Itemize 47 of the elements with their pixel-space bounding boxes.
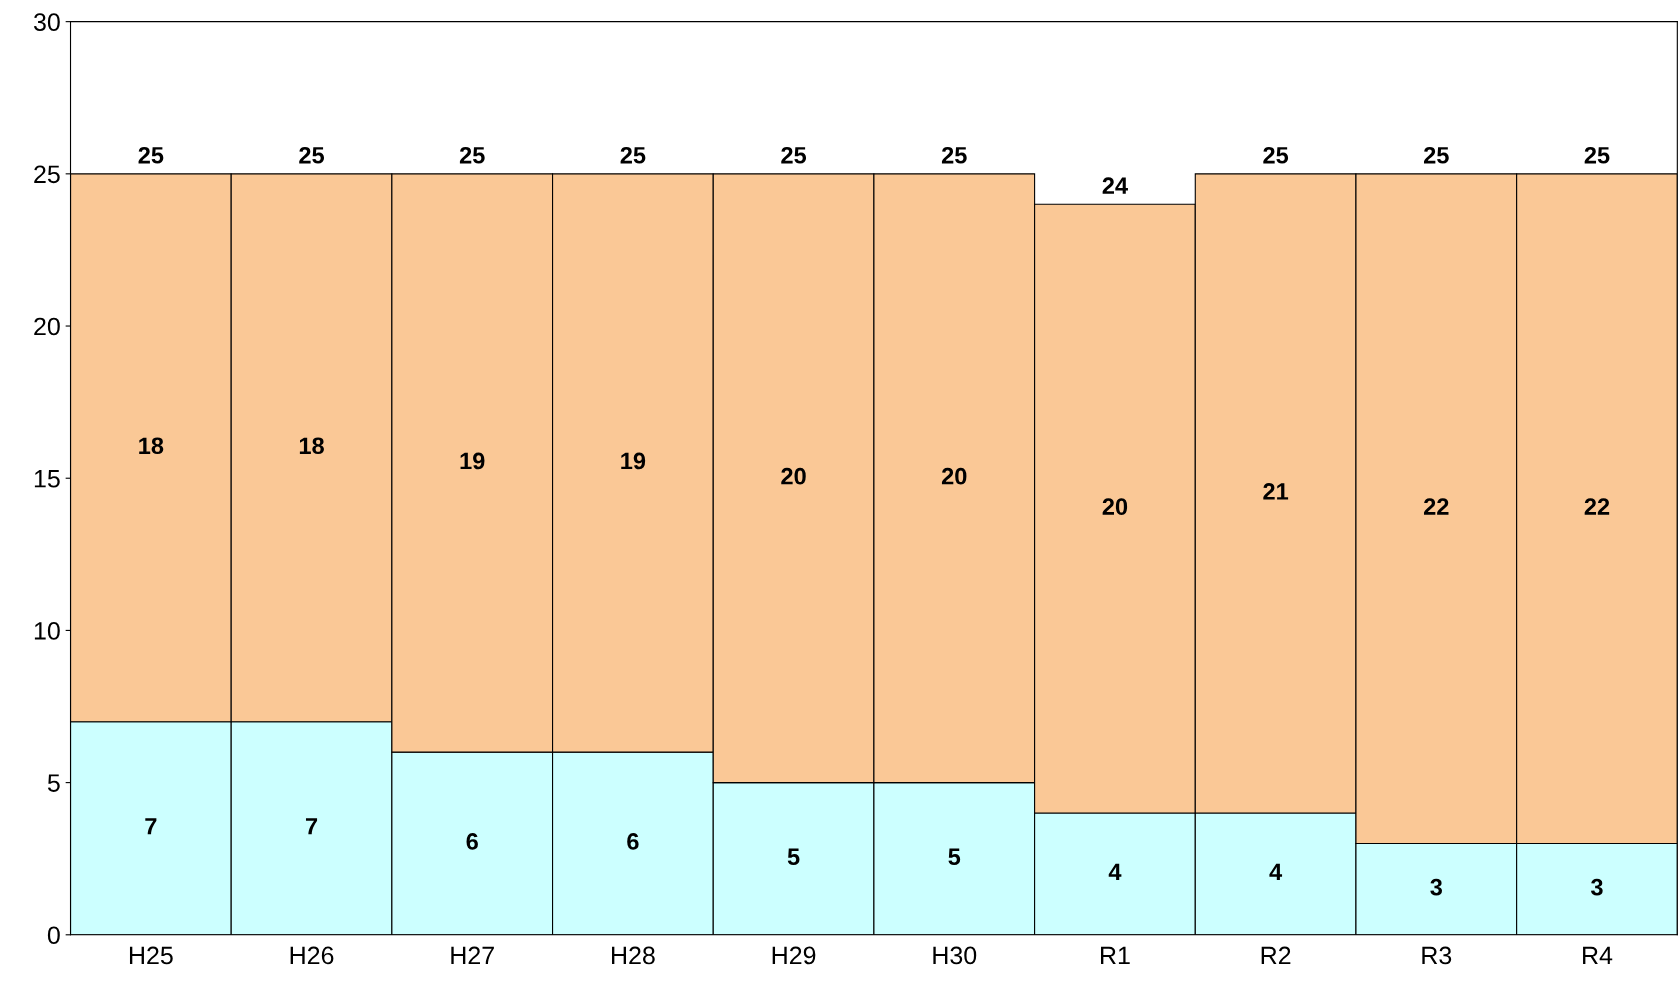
y-tick-label: 25 xyxy=(34,165,60,184)
total-label: 25 xyxy=(781,146,807,164)
x-tick-label: H30 xyxy=(933,946,977,965)
data-label: 18 xyxy=(299,437,324,455)
y-tick-label: 15 xyxy=(34,470,60,488)
x-tick-label: R4 xyxy=(1583,946,1613,965)
x-tick-label: R2 xyxy=(1261,946,1291,965)
x-tick-label: H28 xyxy=(612,946,655,965)
total-label: 25 xyxy=(620,146,646,164)
total-label: 25 xyxy=(459,146,485,164)
data-label: 19 xyxy=(460,452,485,470)
x-tick-label: H25 xyxy=(129,946,173,965)
y-tick-label: 5 xyxy=(47,774,60,792)
total-label: 25 xyxy=(1584,146,1610,164)
data-label: 20 xyxy=(781,467,806,485)
data-label: 18 xyxy=(139,437,164,455)
data-label: 7 xyxy=(305,818,318,835)
data-label: 5 xyxy=(948,848,961,866)
data-label: 22 xyxy=(1423,498,1449,515)
data-label: 21 xyxy=(1263,483,1289,500)
data-label: 3 xyxy=(1430,878,1443,896)
y-tick-label: 20 xyxy=(34,317,60,336)
data-label: 7 xyxy=(145,818,157,835)
total-label: 25 xyxy=(299,146,325,164)
data-label: 5 xyxy=(787,848,800,866)
data-label: 6 xyxy=(466,833,478,850)
x-tick-label: R1 xyxy=(1101,946,1130,965)
data-label: 4 xyxy=(1269,863,1283,881)
x-tick-label: H29 xyxy=(772,946,816,965)
y-tick-label: 0 xyxy=(47,926,60,945)
data-label: 20 xyxy=(1102,498,1128,515)
total-label: 25 xyxy=(138,146,164,164)
data-label: 22 xyxy=(1584,498,1610,515)
total-label: 25 xyxy=(1263,146,1289,164)
data-label: 4 xyxy=(1108,863,1122,881)
total-label: 24 xyxy=(1102,177,1128,194)
x-tick-label: R3 xyxy=(1422,946,1452,965)
data-label: 6 xyxy=(627,833,639,850)
data-label: 19 xyxy=(621,452,646,470)
data-label: 20 xyxy=(941,467,967,485)
total-label: 25 xyxy=(1423,146,1449,164)
y-tick-label: 30 xyxy=(33,13,60,31)
y-tick-label: 10 xyxy=(34,622,60,640)
total-label: 25 xyxy=(941,146,967,164)
x-tick-label: H26 xyxy=(290,946,334,965)
x-tick-label: H27 xyxy=(451,946,494,965)
data-label: 3 xyxy=(1590,878,1603,896)
